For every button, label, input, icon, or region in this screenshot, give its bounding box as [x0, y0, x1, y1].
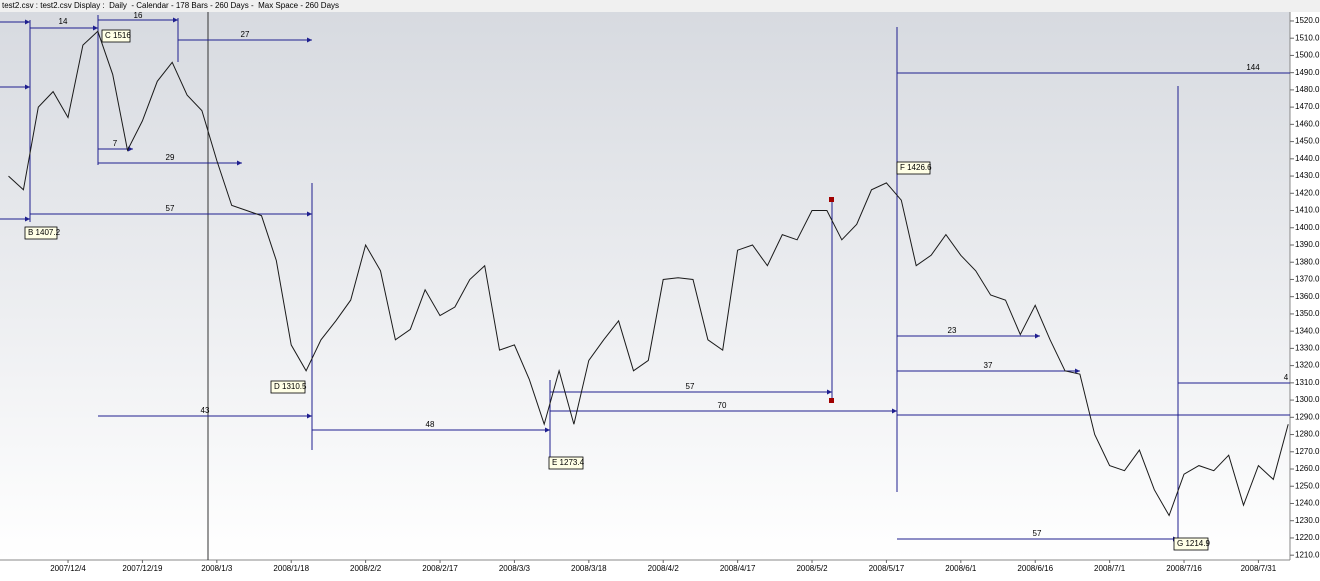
- price-line: [8, 30, 1289, 517]
- y-tick-label: 1360.0: [1295, 292, 1320, 301]
- y-tick-label: 1270.0: [1295, 447, 1320, 456]
- y-tick-label: 1460.0: [1295, 119, 1320, 128]
- y-tick-label: 1330.0: [1295, 343, 1320, 352]
- cycle-label: 27: [241, 30, 250, 39]
- y-tick-label: 1220.0: [1295, 533, 1320, 542]
- x-tick-label: 2007/12/4: [50, 564, 86, 573]
- cycle-label: 70: [718, 401, 727, 410]
- cycle-label: 16: [134, 11, 143, 20]
- pivot-label: G 1214.9: [1177, 539, 1210, 548]
- y-tick-label: 1310.0: [1295, 378, 1320, 387]
- y-tick-label: 1300.0: [1295, 395, 1320, 404]
- y-tick-label: 1520.0: [1295, 16, 1320, 25]
- y-tick-label: 1370.0: [1295, 275, 1320, 284]
- cycle-label: 14: [59, 17, 68, 26]
- cycle-labels: 14 16 27 7 29 57 43 48 57 70 144 23 37 5…: [59, 11, 1289, 538]
- cycle-label: 57: [166, 204, 175, 213]
- y-tick-label: 1230.0: [1295, 516, 1320, 525]
- pivot-label: F 1426.6: [900, 163, 932, 172]
- x-tick-label: 2008/3/18: [571, 564, 607, 573]
- cycle-label: 4: [1284, 373, 1289, 382]
- y-tick-label: 1210.0: [1295, 550, 1320, 559]
- y-tick-label: 1440.0: [1295, 154, 1320, 163]
- x-tick-label: 2008/5/17: [869, 564, 905, 573]
- y-tick-label: 1380.0: [1295, 257, 1320, 266]
- x-tick-label: 2008/1/3: [201, 564, 233, 573]
- y-tick-label: 1430.0: [1295, 171, 1320, 180]
- y-tick-label: 1450.0: [1295, 137, 1320, 146]
- cycle-label: 29: [166, 153, 175, 162]
- x-tick-label: 2008/5/2: [796, 564, 828, 573]
- cycle-lines: [0, 15, 1290, 542]
- y-tick-label: 1280.0: [1295, 430, 1320, 439]
- y-tick-label: 1340.0: [1295, 326, 1320, 335]
- plot-area: [0, 12, 1290, 560]
- cycle-label: 57: [686, 382, 695, 391]
- x-tick-label: 2008/1/18: [273, 564, 309, 573]
- y-tick-label: 1240.0: [1295, 499, 1320, 508]
- y-tick-label: 1420.0: [1295, 188, 1320, 197]
- y-tick-label: 1480.0: [1295, 85, 1320, 94]
- x-tick-label: 2008/3/3: [499, 564, 531, 573]
- pivot-label: B 1407.2: [28, 228, 61, 237]
- y-tick-label: 1290.0: [1295, 412, 1320, 421]
- y-tick-label: 1400.0: [1295, 223, 1320, 232]
- pivot-label: C 1516: [105, 31, 131, 40]
- x-tick-label: 2008/7/16: [1166, 564, 1202, 573]
- header-bar: [0, 0, 1320, 12]
- y-tick-label: 1490.0: [1295, 68, 1320, 77]
- y-tick-label: 1470.0: [1295, 102, 1320, 111]
- x-tick-label: 2008/4/2: [648, 564, 680, 573]
- y-tick-label: 1320.0: [1295, 361, 1320, 370]
- y-tick-label: 1390.0: [1295, 240, 1320, 249]
- pivot-label: E 1273.4: [552, 458, 585, 467]
- x-tick-label: 2007/12/19: [122, 564, 163, 573]
- handle: [829, 197, 834, 202]
- y-tick-label: 1250.0: [1295, 481, 1320, 490]
- cycle-label: 144: [1246, 63, 1260, 72]
- y-tick-label: 1510.0: [1295, 33, 1320, 42]
- x-tick-label: 2008/2/2: [350, 564, 382, 573]
- handle: [829, 398, 834, 403]
- header-title: test2.csv : test2.csv Display : Daily - …: [2, 1, 339, 10]
- y-tick-label: 1350.0: [1295, 309, 1320, 318]
- x-tick-label: 2008/4/17: [720, 564, 756, 573]
- x-tick-label: 2008/6/16: [1017, 564, 1053, 573]
- x-tick-label: 2008/7/31: [1241, 564, 1277, 573]
- pivot-labels: B 1407.2 C 1516 D 1310.5 E 1273.4 F 1426…: [24, 29, 1210, 551]
- x-tick-label: 2008/7/1: [1094, 564, 1126, 573]
- cycle-label: 37: [984, 361, 993, 370]
- x-tick-label: 2008/2/17: [422, 564, 458, 573]
- cycle-label: 57: [1033, 529, 1042, 538]
- x-tick-label: 2008/6/1: [945, 564, 977, 573]
- cycle-label: 7: [113, 139, 118, 148]
- cycle-label: 23: [948, 326, 957, 335]
- pivot-label: D 1310.5: [274, 382, 307, 391]
- cycle-label: 43: [201, 406, 210, 415]
- y-tick-label: 1410.0: [1295, 206, 1320, 215]
- y-tick-label: 1260.0: [1295, 464, 1320, 473]
- cycle-label: 48: [426, 420, 435, 429]
- y-tick-label: 1500.0: [1295, 51, 1320, 60]
